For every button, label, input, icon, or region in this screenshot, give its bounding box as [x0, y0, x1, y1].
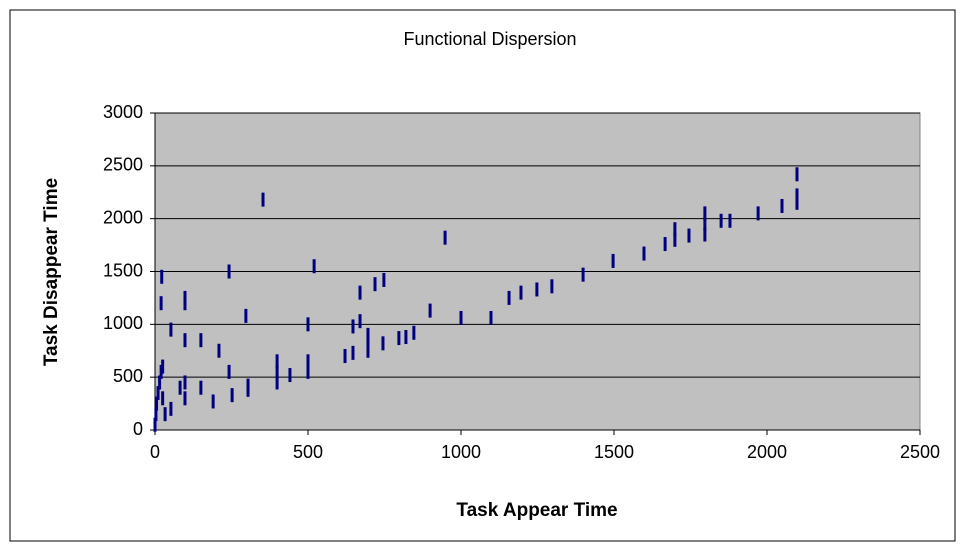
point: [663, 237, 667, 252]
x-tick-label: 0: [150, 442, 160, 462]
point: [703, 206, 707, 221]
point: [183, 333, 187, 348]
point: [160, 269, 164, 284]
x-tick-label: 2000: [747, 442, 787, 462]
y-tick-label: 2500: [103, 155, 143, 175]
point: [550, 279, 554, 294]
point: [795, 195, 799, 210]
point: [246, 378, 250, 393]
point: [230, 388, 234, 403]
point: [178, 380, 182, 395]
point: [795, 167, 799, 182]
y-axis-label: Task Disappear Time: [41, 178, 62, 366]
point: [306, 354, 310, 369]
point: [169, 401, 173, 416]
point: [459, 310, 463, 325]
point: [756, 206, 760, 221]
point: [288, 368, 292, 383]
point: [351, 345, 355, 360]
point: [154, 407, 158, 422]
point: [183, 375, 187, 390]
point: [489, 310, 493, 325]
point: [163, 407, 167, 422]
point: [366, 327, 370, 342]
point: [169, 322, 173, 337]
point: [211, 394, 215, 409]
point: [519, 285, 523, 300]
point: [275, 375, 279, 390]
point: [159, 364, 163, 379]
point: [155, 396, 159, 411]
y-tick-label: 3000: [103, 102, 143, 122]
point: [381, 336, 385, 351]
point: [183, 290, 187, 305]
point: [306, 364, 310, 379]
point: [199, 333, 203, 348]
point: [795, 188, 799, 203]
point: [306, 317, 310, 332]
point: [611, 253, 615, 268]
x-tick-label: 500: [293, 442, 323, 462]
point: [244, 308, 248, 323]
point: [312, 259, 316, 274]
point: [217, 343, 221, 358]
point: [703, 216, 707, 231]
point: [719, 213, 723, 228]
x-axis-label: Task Appear Time: [456, 500, 617, 521]
point: [780, 198, 784, 213]
point: [535, 282, 539, 297]
point: [366, 343, 370, 358]
point: [397, 331, 401, 346]
x-tick-label: 1000: [441, 442, 481, 462]
point: [382, 272, 386, 287]
point: [428, 303, 432, 318]
point: [275, 364, 279, 379]
point: [227, 264, 231, 279]
point: [687, 228, 691, 243]
point: [227, 364, 231, 379]
x-tick-label: 2500: [900, 442, 940, 462]
point: [673, 222, 677, 237]
y-tick-label: 1500: [103, 260, 143, 280]
point: [581, 267, 585, 282]
point: [673, 232, 677, 247]
point: [343, 349, 347, 364]
y-tick-label: 2000: [103, 207, 143, 227]
point: [412, 325, 416, 340]
point: [183, 391, 187, 406]
point: [199, 380, 203, 395]
chart-title: Functional Dispersion: [403, 29, 576, 49]
point: [728, 213, 732, 228]
point: [373, 277, 377, 292]
point: [358, 314, 362, 329]
point: [351, 319, 355, 334]
point: [161, 359, 165, 374]
point: [275, 354, 279, 369]
y-tick-label: 0: [133, 419, 143, 439]
y-tick-label: 500: [113, 366, 143, 386]
point: [443, 230, 447, 245]
point: [703, 227, 707, 242]
point: [159, 296, 163, 311]
point: [404, 330, 408, 345]
point: [358, 285, 362, 300]
point: [158, 375, 162, 390]
point: [156, 386, 160, 401]
point: [507, 290, 511, 305]
point: [261, 192, 265, 207]
x-tick-label: 1500: [594, 442, 634, 462]
point: [642, 246, 646, 261]
point: [161, 391, 165, 406]
y-tick-label: 1000: [103, 313, 143, 333]
point: [153, 417, 157, 432]
